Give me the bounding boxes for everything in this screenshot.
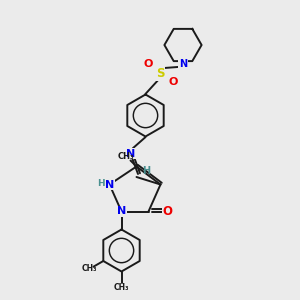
Text: CH₃: CH₃ [114, 283, 129, 292]
Text: O: O [143, 59, 153, 69]
Text: N: N [117, 206, 126, 217]
Text: S: S [156, 67, 165, 80]
Text: H: H [142, 166, 151, 176]
Text: N: N [126, 148, 135, 159]
Text: CH₃: CH₃ [82, 264, 98, 273]
Text: H: H [97, 179, 105, 188]
Text: N: N [179, 58, 187, 69]
Text: O: O [168, 77, 178, 87]
Text: CH₃: CH₃ [118, 152, 134, 161]
Text: O: O [162, 205, 172, 218]
Text: N: N [105, 179, 114, 190]
